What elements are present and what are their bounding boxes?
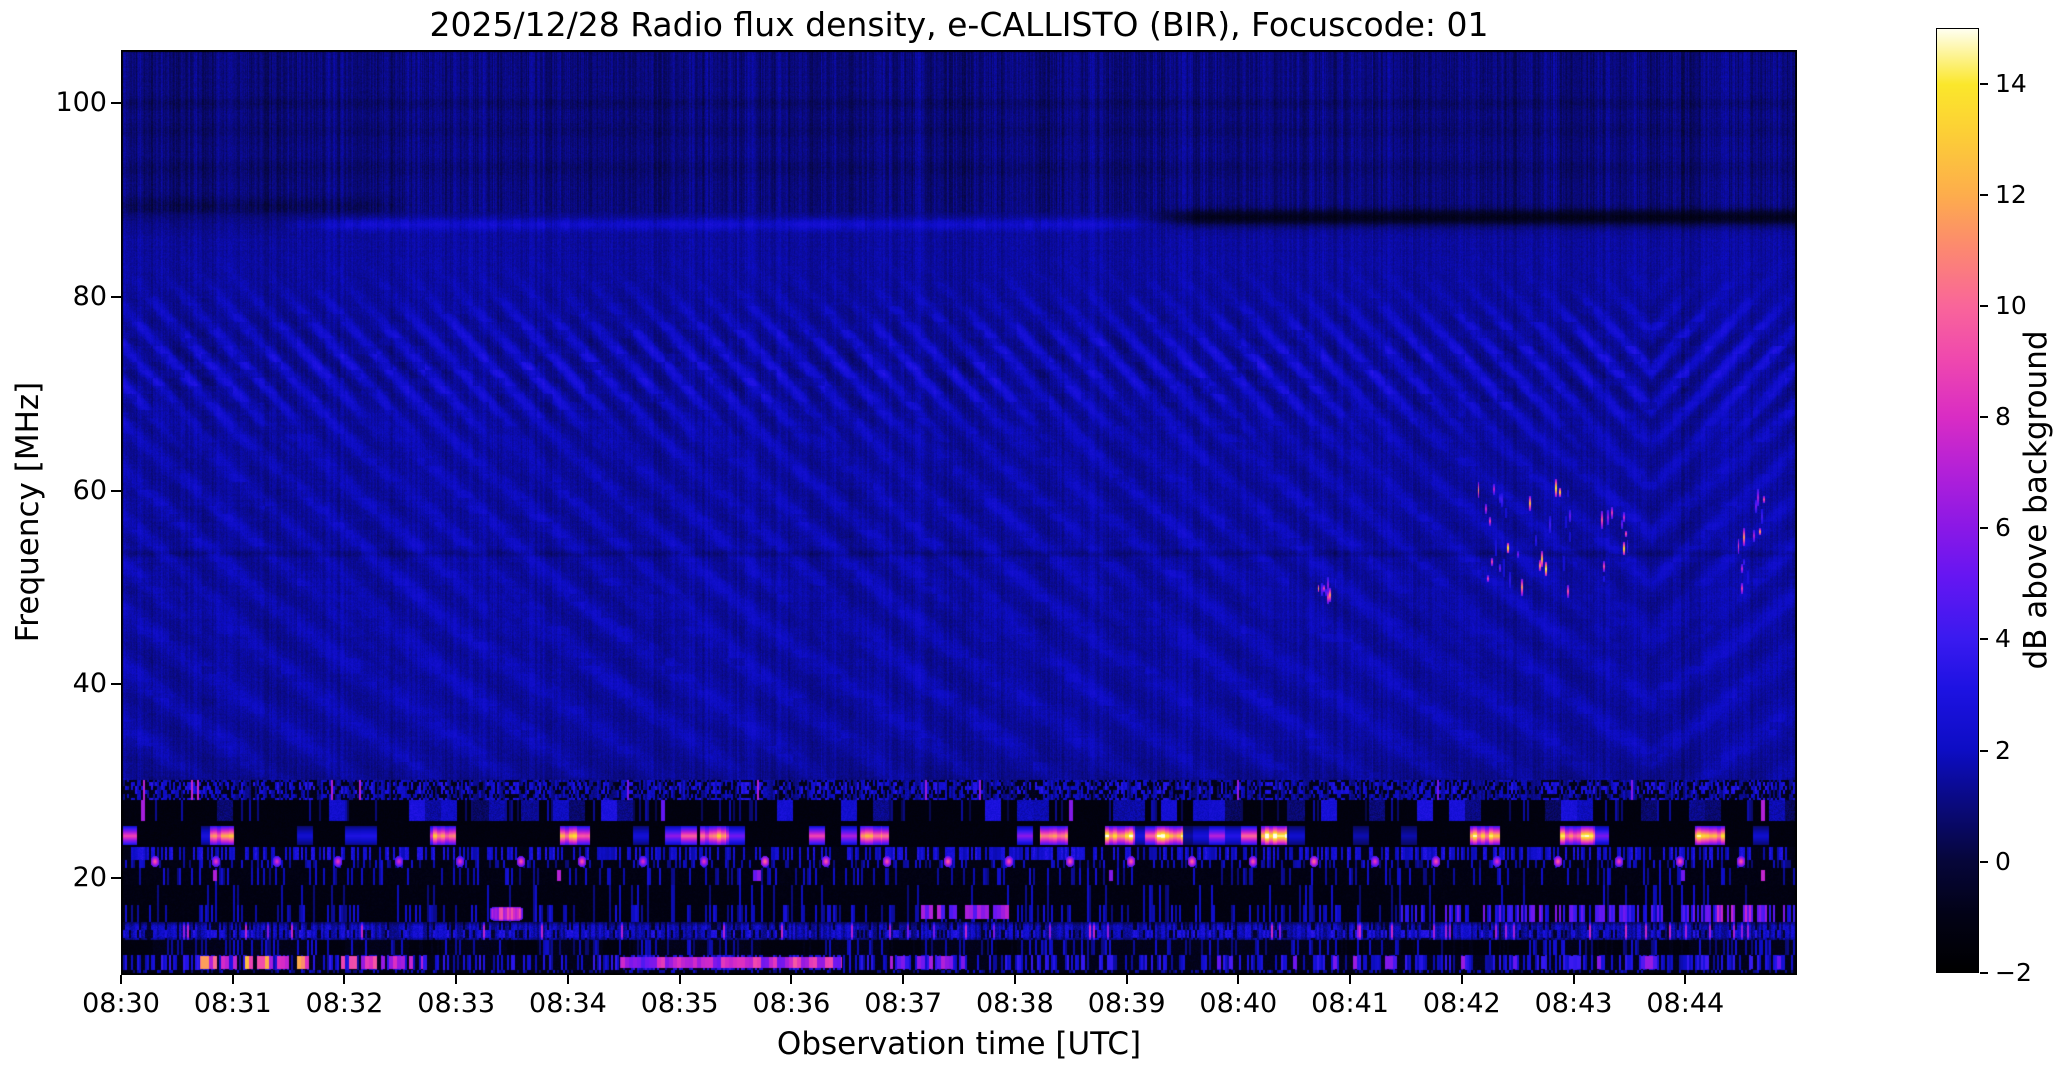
x-tick-label: 08:44 (1646, 988, 1725, 1019)
colorbar-tick-label: 14 (1995, 68, 2027, 98)
x-tick-label: 08:38 (975, 988, 1054, 1019)
x-tick-label: 08:34 (529, 988, 607, 1019)
x-tick-label: 08:32 (305, 988, 384, 1019)
y-tick-label: 20 (72, 862, 107, 894)
y-tick-label: 80 (72, 280, 107, 312)
spectrogram-canvas (121, 50, 1797, 975)
colorbar-tick-label: 10 (1995, 290, 2027, 320)
colorbar-tick-mark (1980, 749, 1988, 752)
x-tick-mark (1572, 975, 1575, 984)
y-tick-label: 40 (72, 668, 107, 700)
x-tick-label: 08:30 (82, 988, 160, 1019)
x-tick-label: 08:39 (1087, 988, 1166, 1019)
x-tick-label: 08:31 (193, 988, 272, 1019)
colorbar-tick-mark (1980, 416, 1988, 419)
y-tick-mark (111, 295, 121, 298)
colorbar (1936, 28, 1979, 973)
colorbar-tick-mark (1980, 527, 1988, 530)
colorbar-tick-mark (1980, 638, 1988, 641)
x-tick-mark (231, 975, 234, 984)
colorbar-label: dB above background (2018, 330, 2054, 670)
colorbar-tick-mark (1980, 304, 1988, 307)
y-tick-mark (111, 683, 121, 686)
x-tick-mark (1125, 975, 1128, 984)
x-tick-label: 08:42 (1422, 988, 1501, 1019)
x-tick-mark (902, 975, 905, 984)
x-tick-mark (790, 975, 793, 984)
colorbar-tick-mark (1980, 972, 1988, 974)
y-tick-mark (111, 489, 121, 492)
colorbar-tick-label: 2 (1995, 735, 2011, 765)
x-tick-mark (1349, 975, 1352, 984)
colorbar-tick-mark (1980, 860, 1988, 863)
colorbar-tick-label: 8 (1995, 402, 2011, 432)
x-tick-label: 08:41 (1311, 988, 1389, 1019)
x-tick-label: 08:33 (417, 988, 496, 1019)
y-tick-mark (111, 877, 121, 880)
x-tick-mark (343, 975, 346, 984)
x-tick-mark (678, 975, 681, 984)
x-tick-label: 08:37 (864, 988, 943, 1019)
colorbar-tick-label: 6 (1995, 513, 2011, 543)
y-tick-label: 60 (72, 474, 107, 506)
x-tick-label: 08:40 (1199, 988, 1278, 1019)
y-tick-label: 100 (55, 87, 107, 119)
y-tick-mark (111, 102, 121, 105)
colorbar-tick-mark (1980, 82, 1988, 85)
x-tick-mark (566, 975, 569, 984)
x-tick-label: 08:35 (640, 988, 719, 1019)
colorbar-tick-label: −2 (1995, 958, 2032, 987)
plot-title: 2025/12/28 Radio flux density, e-CALLIST… (429, 5, 1489, 44)
x-tick-mark (120, 975, 122, 984)
x-tick-label: 08:43 (1534, 988, 1613, 1019)
x-tick-mark (1684, 975, 1687, 984)
x-tick-mark (1237, 975, 1240, 984)
x-axis-label: Observation time [UTC] (776, 1026, 1142, 1062)
x-tick-mark (455, 975, 458, 984)
y-axis-label: Frequency [MHz] (10, 381, 46, 643)
x-tick-label: 08:36 (752, 988, 831, 1019)
colorbar-tick-label: 4 (1995, 624, 2011, 654)
colorbar-tick-mark (1980, 193, 1988, 196)
colorbar-tick-label: 0 (1995, 846, 2011, 876)
x-tick-mark (1013, 975, 1016, 984)
colorbar-tick-label: 12 (1995, 179, 2027, 209)
x-tick-mark (1460, 975, 1463, 984)
